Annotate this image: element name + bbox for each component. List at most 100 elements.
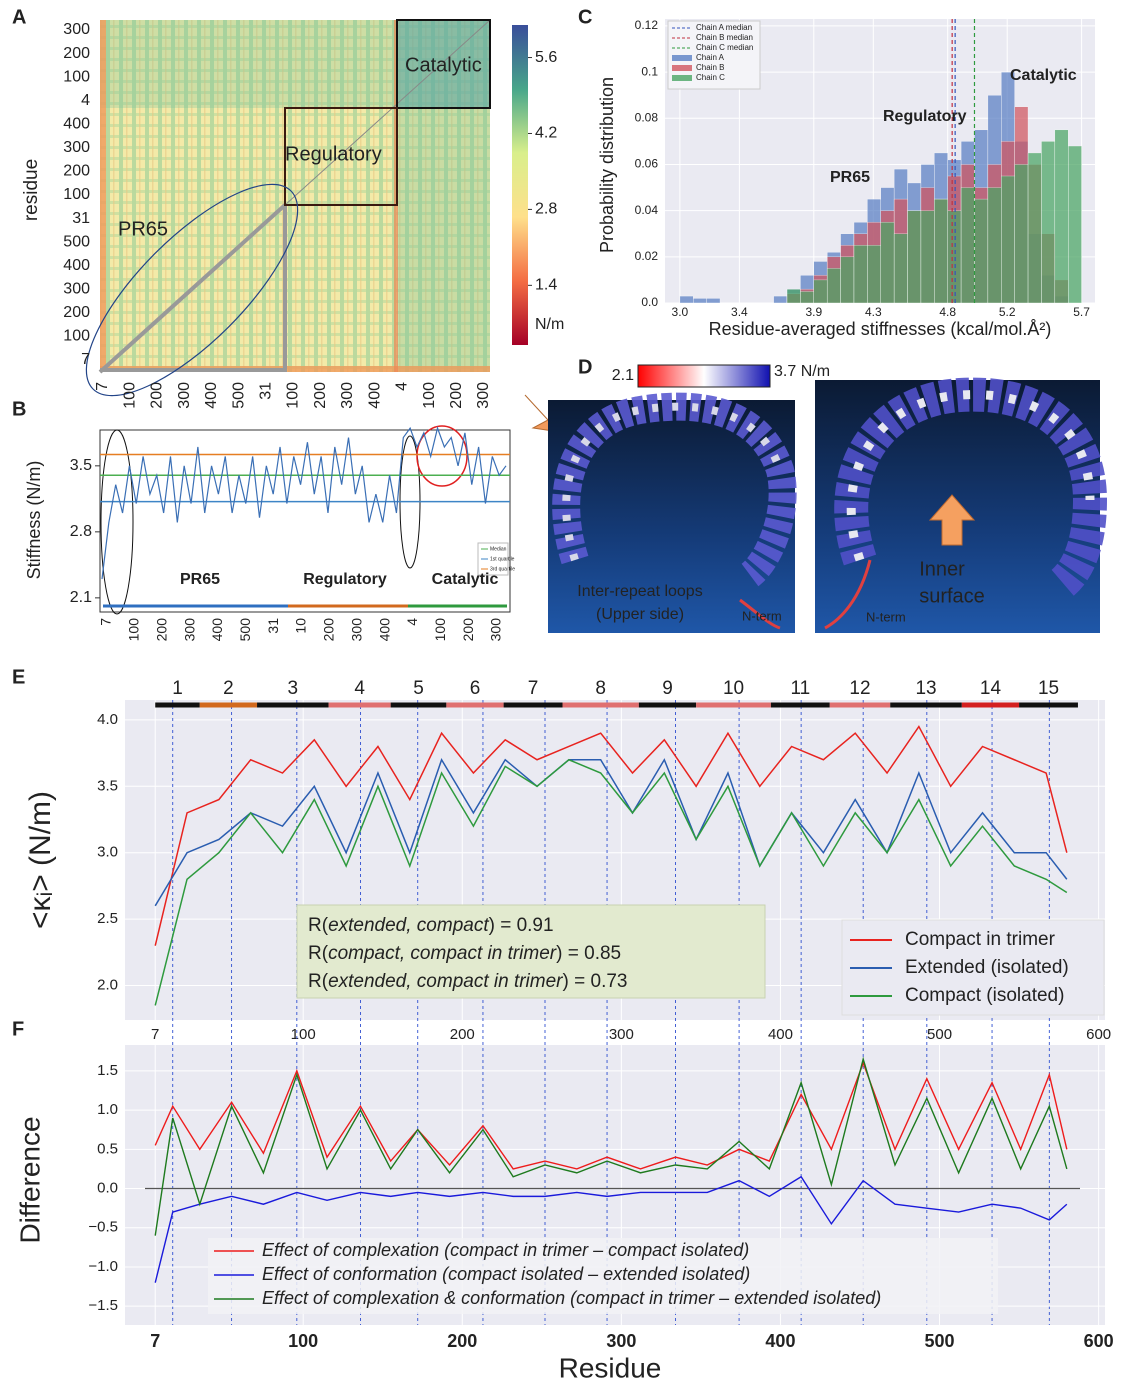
- legend-label: Effect of complexation & conformation (c…: [262, 1288, 881, 1308]
- segment-label: 6: [470, 678, 481, 699]
- y-tick-label: 200: [63, 163, 90, 180]
- panel-label: F: [12, 1018, 24, 1040]
- annotation-part: compact, compact in trimer: [328, 943, 557, 964]
- segment-label: 3: [288, 678, 299, 699]
- y-tick-label: 0.08: [635, 110, 659, 124]
- histogram-bar: [840, 256, 855, 304]
- data-line: [101, 426, 507, 580]
- y-tick-label: 0.0: [641, 295, 658, 309]
- histogram-bar: [920, 210, 935, 304]
- data-line: [154, 1056, 1068, 1236]
- x-tick-label: 5.2: [999, 305, 1016, 319]
- x-tick-label: 400: [765, 1331, 795, 1351]
- x-tick-label: 500: [237, 618, 253, 642]
- x-tick-label: 4.8: [939, 305, 956, 319]
- x-tick-label: 3.9: [805, 305, 822, 319]
- y-tick-label: 200: [63, 304, 90, 321]
- y-tick-label: 7: [81, 351, 90, 368]
- y-tick-label: 300: [63, 139, 90, 156]
- image-label: Inter-repeat loops: [577, 583, 702, 600]
- annotation-part: ) = 0.91: [489, 915, 554, 936]
- legend-swatch: [672, 65, 692, 71]
- image-label: N-term: [866, 609, 906, 624]
- legend-label: Effect of conformation (compact isolated…: [262, 1264, 750, 1284]
- x-tick-label: 10: [293, 618, 309, 634]
- y-tick-label: 0.02: [635, 249, 659, 263]
- image-label: Inner: [919, 558, 965, 580]
- x-tick-label: 400: [203, 382, 220, 409]
- histogram-bar: [679, 295, 694, 304]
- legend-label: Chain A: [696, 53, 725, 62]
- annotation: R(extended, compact in trimer) = 0.73: [308, 971, 627, 992]
- data-line: [154, 1175, 1068, 1283]
- legend-label: Chain C median: [696, 43, 753, 52]
- histogram-bar: [800, 291, 814, 304]
- y-tick-label: 100: [63, 68, 90, 85]
- annotation-part: R(: [308, 971, 329, 992]
- annotation-part: R(: [308, 943, 329, 964]
- data-line: [154, 757, 1068, 907]
- image-label: N-term: [742, 608, 782, 623]
- region-label: PR65: [180, 571, 220, 588]
- histogram-bar: [934, 198, 948, 304]
- panel-label: A: [12, 6, 26, 28]
- y-axis-label: Probability distribution: [597, 77, 617, 253]
- segment-label: 4: [354, 678, 365, 699]
- region-label: Catalytic: [432, 571, 499, 588]
- legend-label: 3rd quartile: [490, 566, 515, 572]
- x-tick-label: 7: [94, 382, 111, 391]
- x-tick-label: 200: [321, 618, 337, 642]
- annotation: Catalytic: [405, 54, 482, 76]
- x-tick-label: 500: [230, 382, 247, 409]
- x-tick-label: 200: [312, 382, 329, 409]
- histogram-bar: [987, 187, 1002, 304]
- histogram-bar: [826, 268, 841, 304]
- annotation: Regulatory: [883, 108, 967, 125]
- annotation-part: ) = 0.85: [556, 943, 621, 964]
- legend-label: Compact in trimer: [905, 929, 1056, 950]
- x-tick-label: 4.3: [865, 305, 882, 319]
- colorbar-tick-label: 4.2: [535, 125, 557, 142]
- annotation: R(compact, compact in trimer) = 0.85: [308, 943, 621, 964]
- x-tick-label: 300: [176, 382, 193, 409]
- y-tick-label: 0.1: [641, 64, 658, 78]
- panel-label: C: [578, 6, 592, 28]
- histogram-bar: [947, 210, 962, 304]
- x-tick-label: 4: [404, 618, 420, 626]
- y-tick-label: 1.0: [97, 1101, 118, 1118]
- y-tick-label: 500: [63, 233, 90, 250]
- x-tick-label: 200: [153, 618, 169, 642]
- segment-label: 10: [723, 678, 744, 699]
- region-label: Regulatory: [303, 571, 387, 588]
- segment-label: 5: [413, 678, 424, 699]
- x-tick-label: 300: [475, 382, 492, 409]
- x-tick-label: 7: [150, 1331, 160, 1351]
- y-tick-label: 4.0: [97, 711, 118, 728]
- y-tick-label: 0.0: [97, 1179, 118, 1196]
- y-tick-label: −0.5: [88, 1219, 118, 1236]
- histogram-bar: [853, 245, 868, 304]
- histogram-bar: [1001, 175, 1015, 304]
- x-tick-label: 200: [149, 382, 166, 409]
- y-tick-label: 300: [63, 21, 90, 38]
- legend-label: Chain B median: [696, 33, 753, 42]
- image-label: surface: [919, 585, 985, 607]
- x-tick-label: 300: [181, 618, 197, 642]
- x-tick-label: 7: [151, 1026, 159, 1043]
- y-tick-label: 2.5: [97, 910, 118, 927]
- data-line: [154, 1061, 1068, 1170]
- histogram-bar: [1054, 129, 1069, 304]
- segment-label: 1: [172, 678, 183, 699]
- segment-label: 13: [915, 678, 936, 699]
- y-tick-label: 1.5: [97, 1062, 118, 1079]
- data-line: [154, 725, 1068, 946]
- y-tick-label: 100: [63, 186, 90, 203]
- histogram-bar: [974, 198, 989, 304]
- y-axis-label: Stiffness (N/m): [24, 461, 44, 580]
- y-tick-label: 0.06: [635, 157, 659, 171]
- x-tick-label: 200: [460, 618, 476, 642]
- x-tick-label: 31: [265, 618, 281, 634]
- y-tick-label: 3.5: [70, 457, 92, 474]
- colorbar-tick-label: 5.6: [535, 49, 557, 66]
- histogram-bar: [813, 279, 828, 304]
